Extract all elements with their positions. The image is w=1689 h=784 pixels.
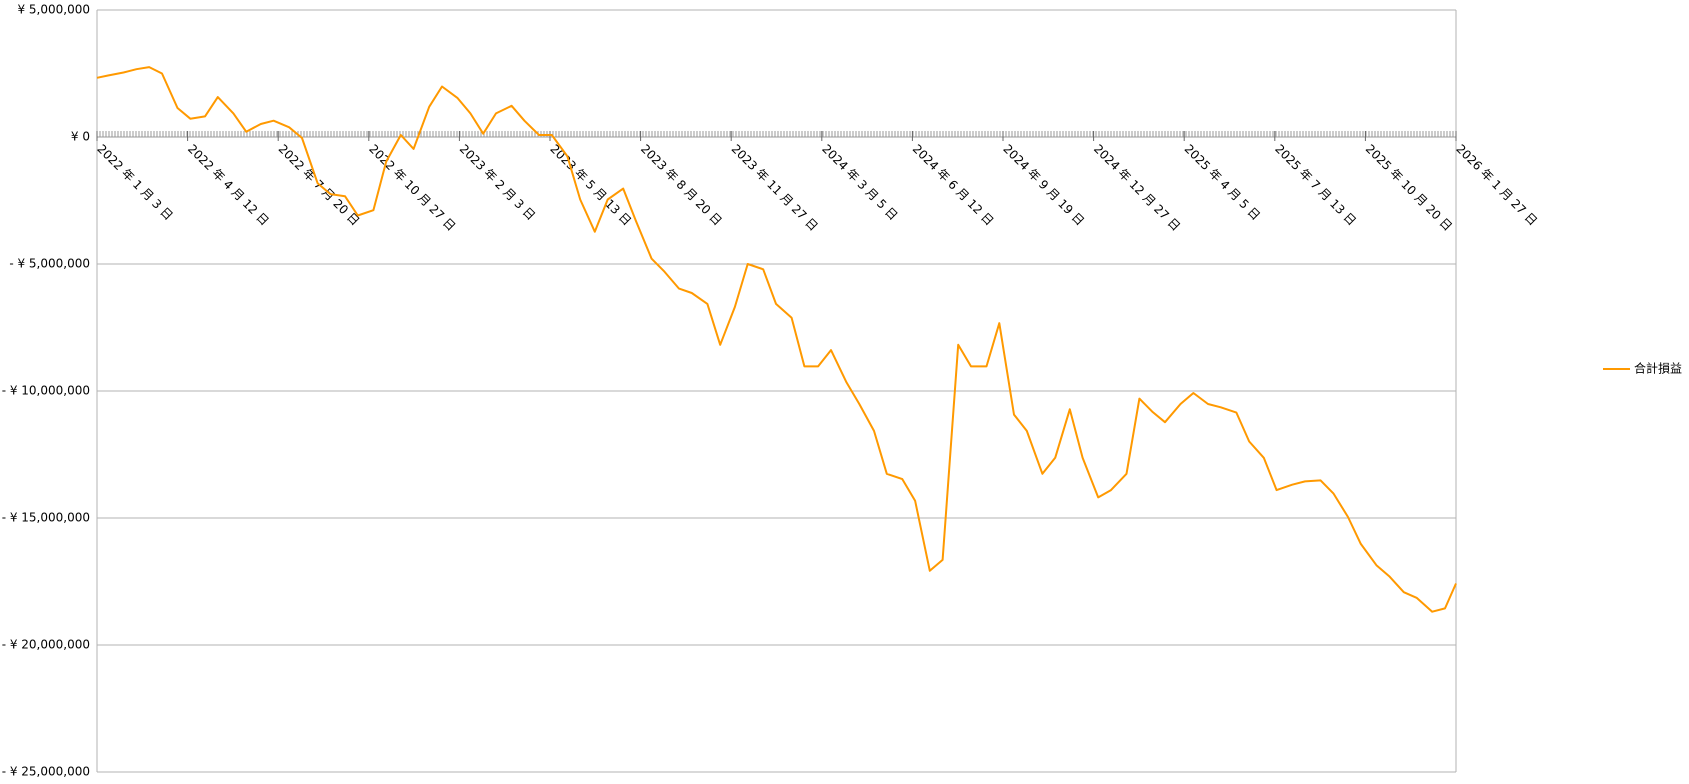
x-axis-minor-ticks xyxy=(97,131,1456,137)
x-tick-label: 2023 年 8 月 20 日 xyxy=(638,142,725,229)
series-line xyxy=(96,66,1457,613)
legend-label: 合計損益 xyxy=(1634,361,1682,376)
x-tick-label: 2024 年 6 月 12 日 xyxy=(910,142,997,229)
y-tick-label: - ¥ 20,000,000 xyxy=(2,638,90,652)
y-tick-label: - ¥ 5,000,000 xyxy=(9,257,90,271)
y-tick-label: - ¥ 10,000,000 xyxy=(2,384,90,398)
x-tick-label: 2022 年 4 月 12 日 xyxy=(185,142,272,229)
x-tick-label: 2023 年 5 月 13 日 xyxy=(547,142,634,229)
x-tick-label: 2024 年 3 月 5 日 xyxy=(819,142,900,223)
y-tick-label: - ¥ 25,000,000 xyxy=(2,765,90,779)
x-tick-label: 2025 年 7 月 13 日 xyxy=(1272,142,1359,229)
y-tick-label: ¥ 5,000,000 xyxy=(17,3,90,17)
x-tick-label: 2024 年 9 月 19 日 xyxy=(1000,142,1087,229)
y-tick-label: - ¥ 15,000,000 xyxy=(2,511,90,525)
x-tick-label: 2026 年 1 月 27 日 xyxy=(1453,142,1540,229)
x-tick-label: 2023 年 2 月 3 日 xyxy=(457,142,538,223)
x-tick-label: 2025 年 4 月 5 日 xyxy=(1182,142,1263,223)
y-tick-label: ¥ 0 xyxy=(71,130,90,144)
x-tick-label: 2022 年 1 月 3 日 xyxy=(94,142,175,223)
x-tick-label: 2025 年 10 月 20 日 xyxy=(1363,142,1455,234)
x-tick-label: 2024 年 12 月 27 日 xyxy=(1091,142,1183,234)
x-tick-label: 2023 年 11 月 27 日 xyxy=(729,142,821,234)
